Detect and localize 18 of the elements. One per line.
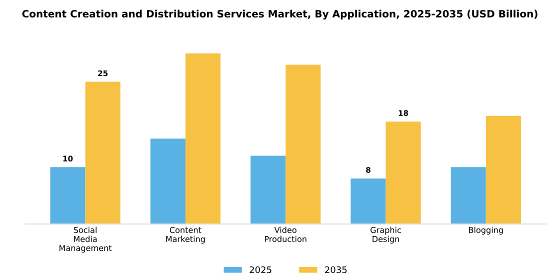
bar [386, 122, 421, 224]
bar [250, 156, 286, 224]
bar [185, 53, 220, 224]
bar [486, 116, 521, 224]
bar [150, 138, 186, 224]
legend-label: 2035 [325, 266, 347, 274]
chart-title: Content Creation and Distribution Services Market, By Application, 2025-2035 (USD Billion) [22, 10, 538, 20]
x-tick-label: Content Marketing [166, 226, 205, 244]
x-tick-label: Blogging [469, 226, 503, 235]
x-tick-label: Social Media Management [60, 226, 112, 253]
x-tick-label: Graphic Design [370, 226, 401, 244]
legend-label: 2025 [250, 266, 272, 274]
bar [50, 167, 86, 224]
bar [286, 64, 321, 224]
bar [85, 82, 120, 224]
x-tick-label: Video Production [264, 226, 306, 242]
bar [450, 167, 486, 224]
bar [350, 178, 386, 224]
